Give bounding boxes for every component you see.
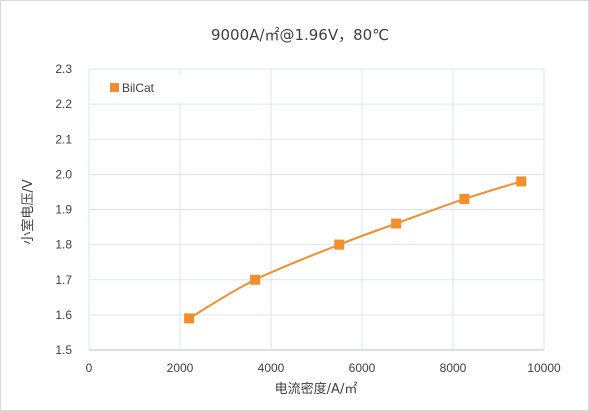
- x-tick-label: 6000: [349, 361, 376, 375]
- series-line: [188, 180, 522, 320]
- data-point: [516, 176, 527, 187]
- tick-labels: 1.5 1.6 1.7 1.8 1.9 2.0 2.1 2.2 2.3 0 2000 4000 6000…: [55, 62, 561, 375]
- legend: BilCat: [103, 75, 181, 103]
- series-layer: [184, 176, 527, 324]
- y-tick-label: 1.9: [55, 203, 72, 217]
- y-tick-label: 2.1: [55, 132, 72, 146]
- x-axis-label: 电流密度/A/㎡: [275, 381, 358, 397]
- legend-label: BilCat: [122, 81, 155, 95]
- x-tick-label: 10000: [527, 361, 561, 375]
- y-tick-label: 1.7: [55, 273, 72, 287]
- legend-marker: [110, 83, 119, 92]
- x-tick-label: 0: [86, 361, 93, 375]
- chart-title: 9000A/㎡@1.96V，80℃: [211, 26, 389, 44]
- data-point: [391, 218, 402, 229]
- data-point: [334, 239, 345, 250]
- y-tick-label: 1.8: [55, 238, 72, 252]
- y-tick-label: 1.5: [55, 343, 72, 357]
- data-point: [459, 193, 470, 204]
- x-tick-label: 8000: [440, 361, 467, 375]
- x-tick-label: 2000: [167, 361, 194, 375]
- y-tick-label: 2.3: [55, 62, 72, 76]
- y-tick-label: 1.6: [55, 308, 72, 322]
- y-tick-label: 2.0: [55, 167, 72, 181]
- data-point: [250, 274, 261, 285]
- y-axis-label: 小室电压/V: [20, 179, 36, 244]
- gridlines: [88, 68, 545, 351]
- data-point: [184, 313, 195, 324]
- x-tick-label: 4000: [258, 361, 285, 375]
- y-tick-label: 2.2: [55, 97, 72, 111]
